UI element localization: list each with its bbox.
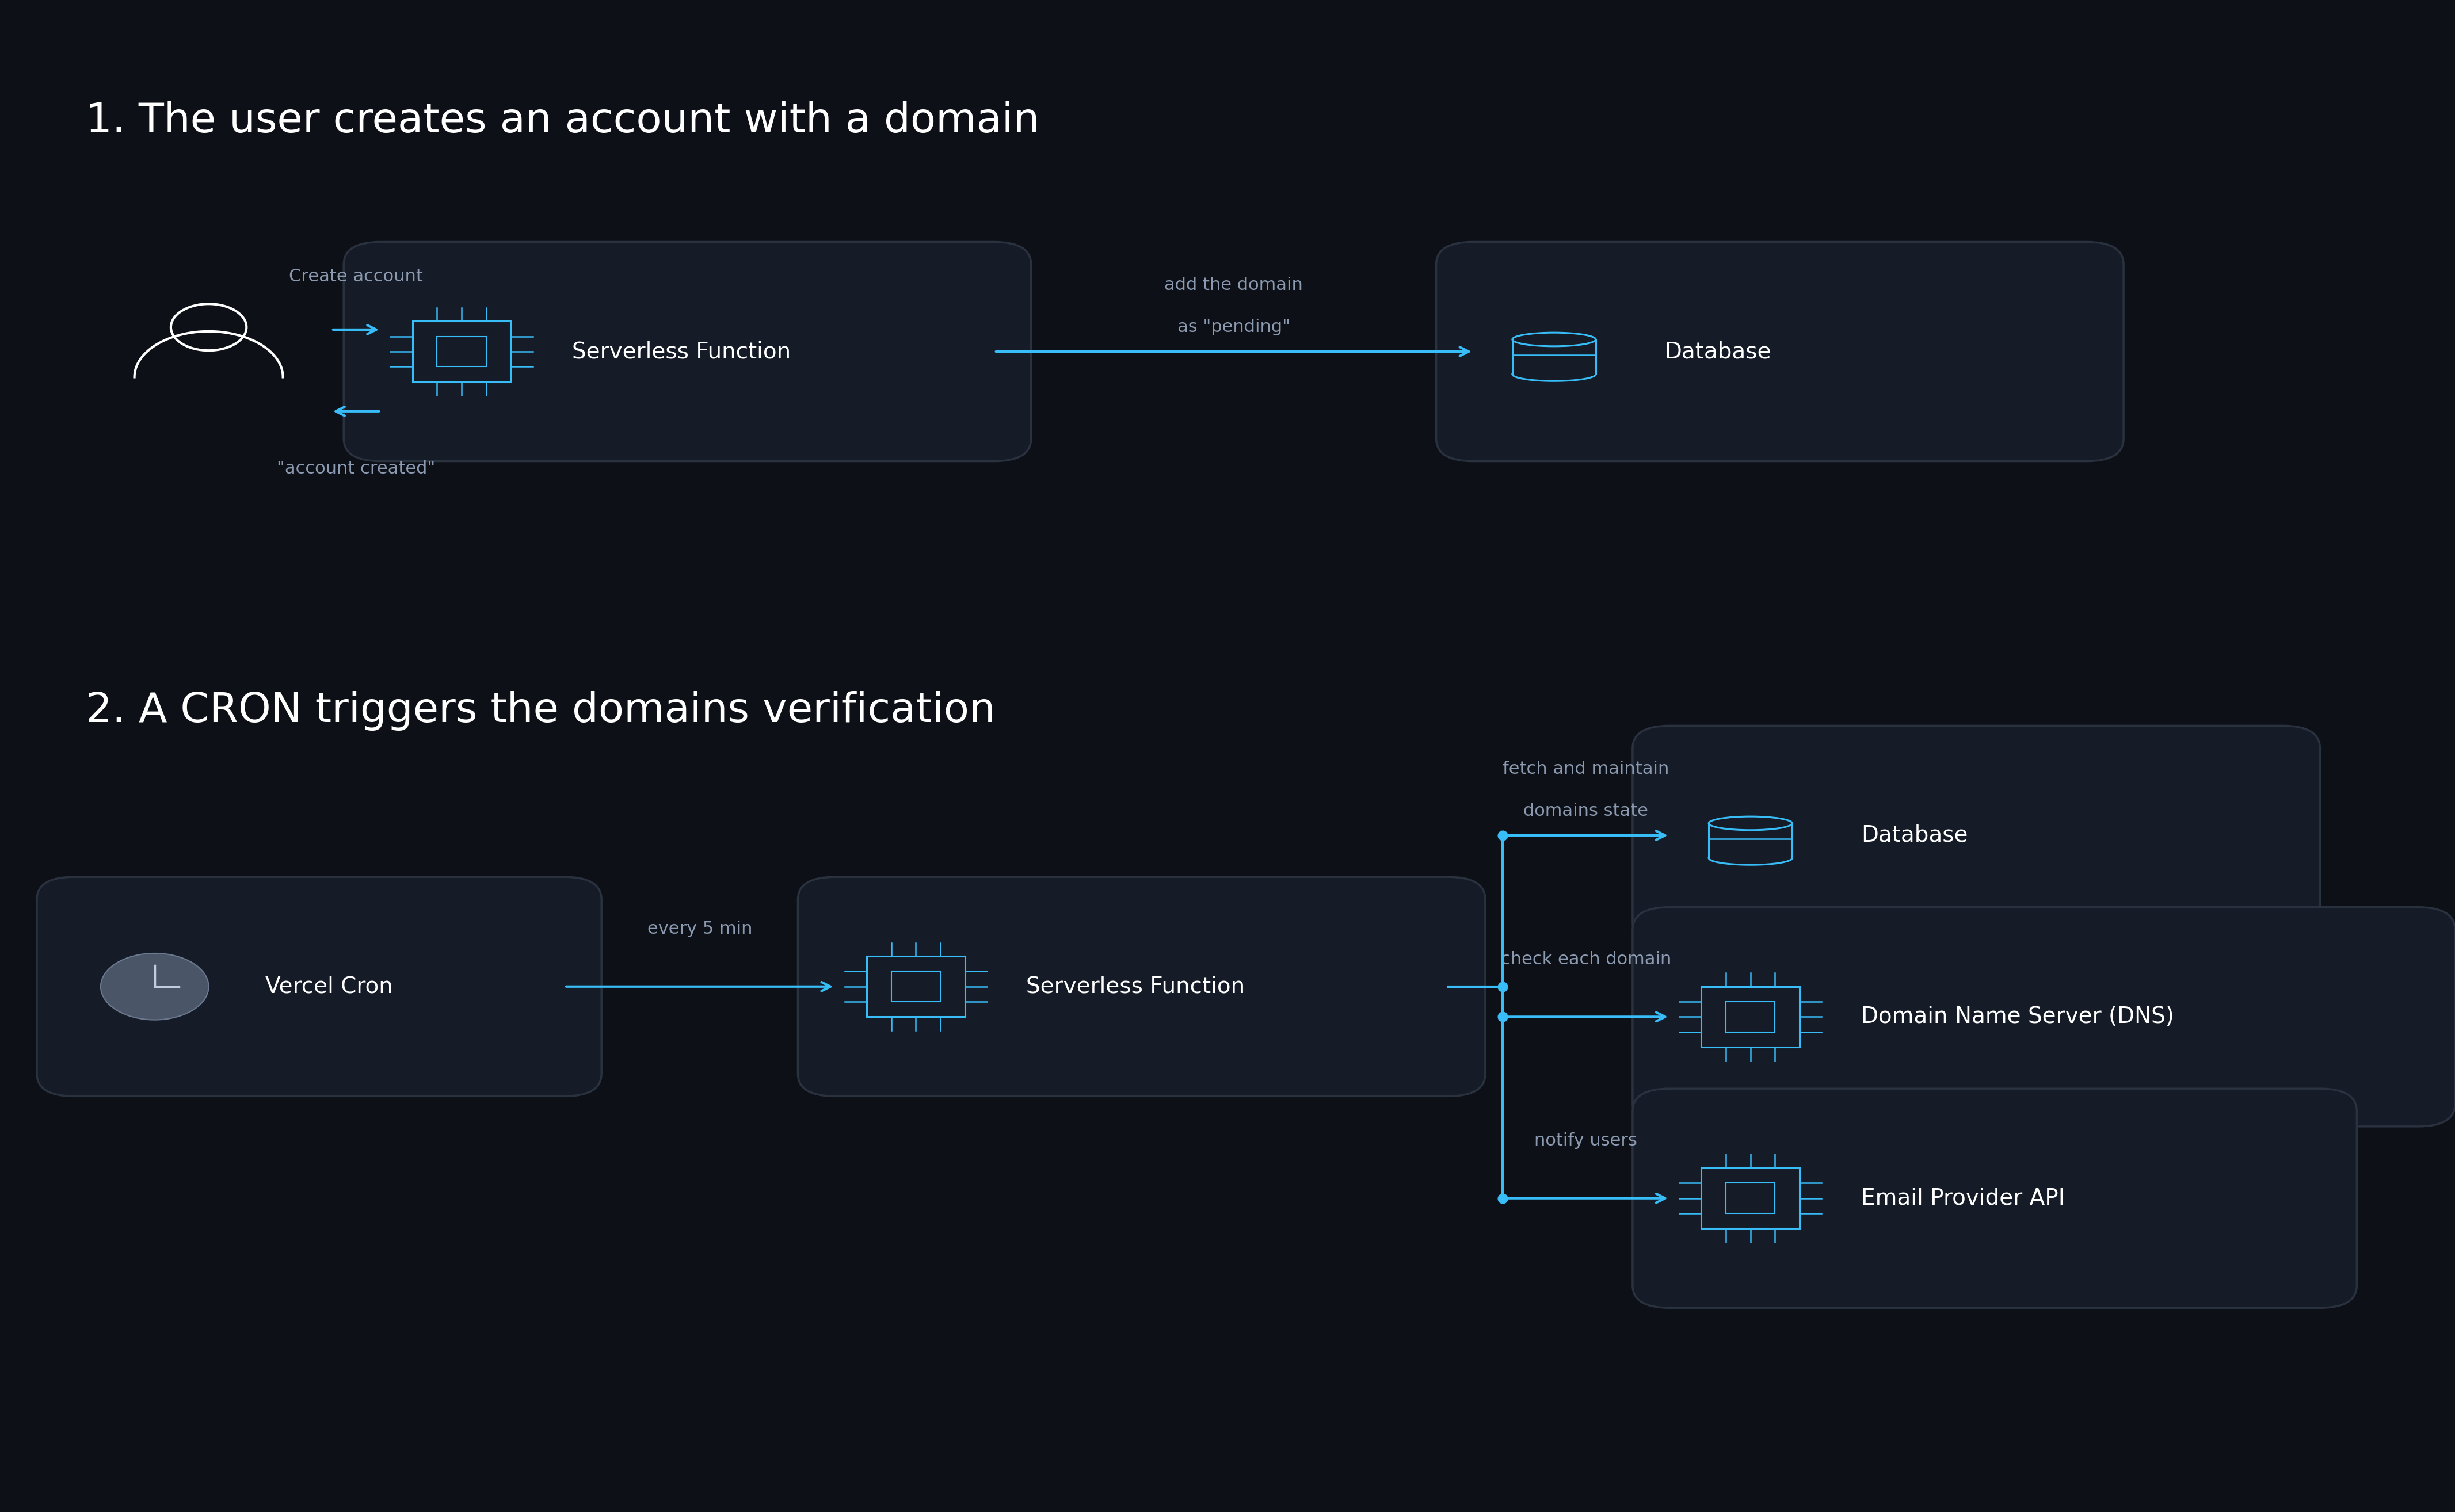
Text: fetch and maintain: fetch and maintain — [1502, 761, 1669, 777]
Text: Database: Database — [1861, 824, 1966, 847]
Ellipse shape — [101, 954, 209, 1021]
FancyBboxPatch shape — [344, 242, 1031, 461]
Text: 2. A CRON triggers the domains verification: 2. A CRON triggers the domains verificat… — [86, 691, 997, 730]
Text: "account created": "account created" — [277, 460, 435, 478]
FancyBboxPatch shape — [1633, 1089, 2357, 1308]
Text: domains state: domains state — [1525, 803, 1647, 820]
FancyBboxPatch shape — [1633, 907, 2455, 1126]
FancyBboxPatch shape — [798, 877, 1485, 1096]
FancyBboxPatch shape — [37, 877, 601, 1096]
Text: 1. The user creates an account with a domain: 1. The user creates an account with a do… — [86, 101, 1041, 141]
Text: Serverless Function: Serverless Function — [572, 340, 791, 363]
Text: Vercel Cron: Vercel Cron — [265, 975, 393, 998]
Text: Serverless Function: Serverless Function — [1026, 975, 1245, 998]
Text: as "pending": as "pending" — [1178, 319, 1289, 336]
Text: check each domain: check each domain — [1500, 951, 1672, 968]
Text: every 5 min: every 5 min — [648, 921, 751, 937]
FancyBboxPatch shape — [1436, 242, 2124, 461]
Text: Domain Name Server (DNS): Domain Name Server (DNS) — [1861, 1005, 2173, 1028]
Text: Database: Database — [1664, 340, 1770, 363]
Text: notify users: notify users — [1534, 1132, 1637, 1149]
Text: Create account: Create account — [290, 268, 422, 286]
Text: Email Provider API: Email Provider API — [1861, 1187, 2065, 1210]
Text: add the domain: add the domain — [1164, 277, 1304, 293]
FancyBboxPatch shape — [1633, 726, 2320, 945]
